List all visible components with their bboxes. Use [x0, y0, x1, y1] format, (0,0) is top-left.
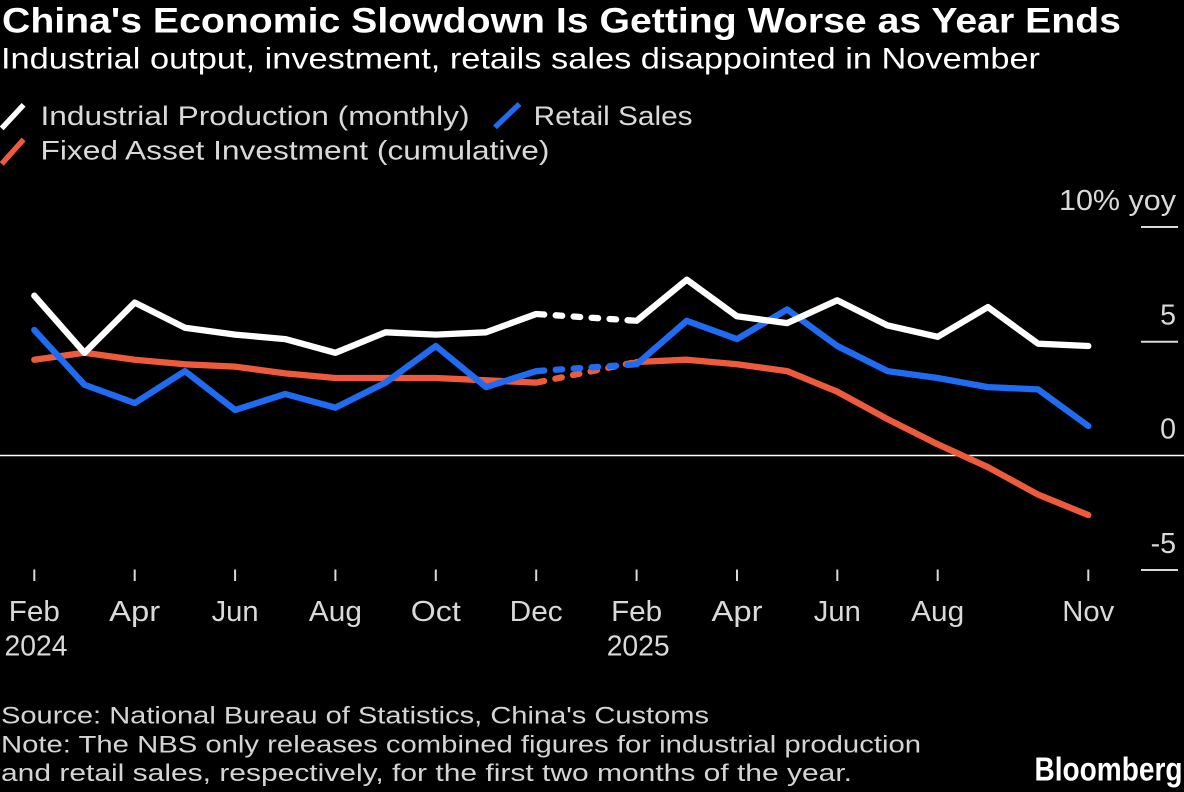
svg-text:2024: 2024: [5, 631, 68, 663]
svg-text:Industrial output, investment,: Industrial output, investment, retails s…: [1, 43, 1040, 76]
svg-text:Feb: Feb: [611, 596, 662, 628]
svg-text:Nov: Nov: [1062, 596, 1114, 628]
svg-text:Feb: Feb: [9, 596, 60, 628]
svg-text:Bloomberg: Bloomberg: [1035, 750, 1183, 788]
svg-text:Industrial Production (monthly: Industrial Production (monthly): [41, 101, 470, 131]
svg-text:0: 0: [1160, 414, 1176, 446]
svg-text:Retail Sales: Retail Sales: [534, 101, 693, 131]
svg-text:Note: The NBS only releases co: Note: The NBS only releases combined fig…: [1, 731, 921, 758]
svg-text:Apr: Apr: [712, 596, 763, 628]
svg-text:Fixed Asset Investment (cumula: Fixed Asset Investment (cumulative): [41, 136, 550, 166]
svg-text:and retail sales, respectively: and retail sales, respectively, for the …: [1, 760, 852, 787]
svg-text:Apr: Apr: [109, 596, 160, 628]
svg-text:China's Economic Slowdown Is G: China's Economic Slowdown Is Getting Wor…: [2, 1, 1121, 40]
svg-text:Dec: Dec: [510, 596, 563, 628]
svg-text:Aug: Aug: [911, 596, 964, 628]
svg-text:10% yoy: 10% yoy: [1059, 185, 1177, 217]
svg-text:Jun: Jun: [212, 596, 259, 628]
svg-text:Source: National Bureau of Sta: Source: National Bureau of Statistics, C…: [1, 703, 709, 730]
svg-text:-5: -5: [1151, 528, 1176, 560]
svg-text:5: 5: [1160, 300, 1176, 332]
svg-text:Oct: Oct: [411, 596, 461, 628]
svg-text:Aug: Aug: [309, 596, 362, 628]
svg-text:Jun: Jun: [814, 596, 861, 628]
svg-text:2025: 2025: [607, 631, 670, 663]
